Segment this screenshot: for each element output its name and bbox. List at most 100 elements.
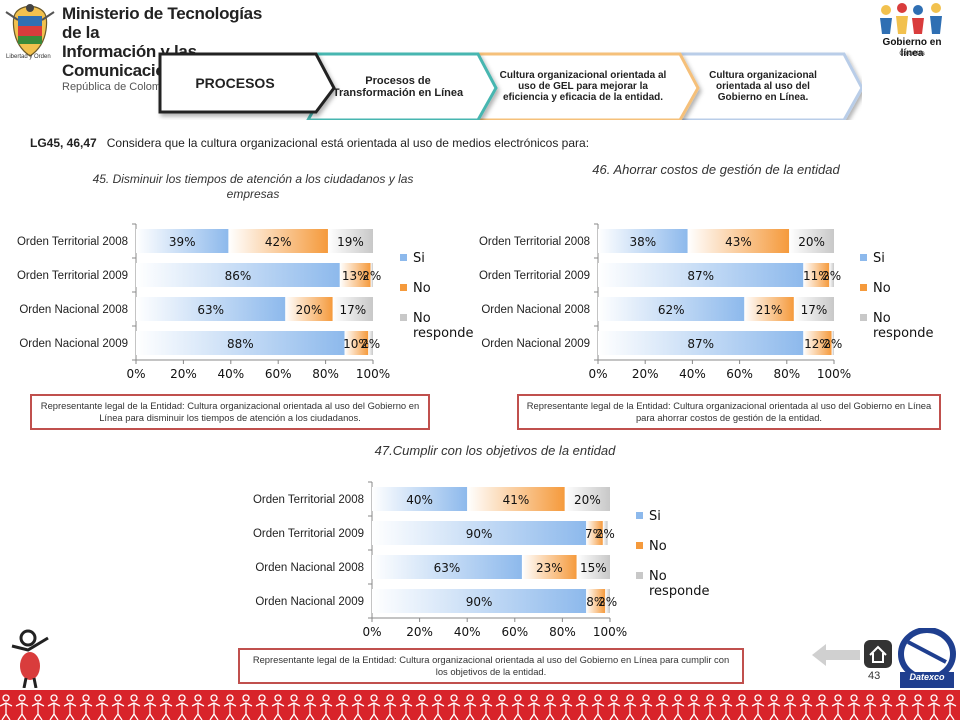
footer-figure-body [79, 702, 93, 720]
data-label: 2% [361, 337, 380, 351]
footer-figure-body [591, 702, 605, 720]
footer-figure-body [799, 702, 813, 720]
category-label: Orden Nacional 2009 [481, 338, 590, 350]
chart-46-note: Representante legal de la Entidad: Cultu… [517, 394, 941, 430]
bar-si [598, 297, 745, 321]
bar-si [372, 487, 468, 511]
footer-figure-head [338, 694, 346, 702]
footer-figure-body [511, 702, 525, 720]
footer-figure-head [226, 694, 234, 702]
bar-no [744, 297, 794, 321]
data-label: 2% [823, 337, 842, 351]
footer-figure-body [687, 702, 701, 720]
data-label: 88% [227, 337, 254, 351]
legend-label: No [413, 311, 431, 326]
footer-figure-body [607, 702, 621, 720]
footer-figure-head [850, 694, 858, 702]
footer-decorative-band [0, 690, 960, 720]
gobierno-en-linea-logo [880, 3, 942, 34]
back-arrow-icon[interactable] [812, 644, 860, 666]
footer-figure-body [15, 702, 29, 720]
bar-si [598, 331, 804, 355]
data-label: 21% [756, 303, 783, 317]
footer-figure-head [290, 694, 298, 702]
chart-45-title: 45. Disminuir los tiempos de atención a … [92, 172, 414, 201]
bar-si [372, 555, 522, 579]
data-label: 43% [725, 235, 752, 249]
x-tick-label: 100% [356, 367, 390, 381]
footer-figure-body [47, 702, 61, 720]
footer-figure-body [623, 702, 637, 720]
breadcrumb-step-procesos[interactable]: PROCESOS [195, 75, 275, 91]
footer-figure-body [287, 702, 301, 720]
data-label: 39% [169, 235, 196, 249]
bar-nr [602, 521, 608, 545]
footer-figure-body [271, 702, 285, 720]
footer-figure-body [335, 702, 349, 720]
data-label: 12% [804, 337, 831, 351]
footer-figure-head [754, 694, 762, 702]
footer-figure-head [578, 694, 586, 702]
x-tick-label: 60% [726, 367, 753, 381]
data-label: 20% [798, 235, 825, 249]
breadcrumb-step-cultura-gobierno[interactable]: Cultura organizacional orientada al uso … [709, 69, 817, 103]
legend-label: Si [649, 509, 661, 524]
bar-no [344, 331, 369, 355]
footer-figure-head [418, 694, 426, 702]
footer-figure-head [738, 694, 746, 702]
breadcrumb-step-transformacion[interactable]: Procesos de Transformación en Línea [332, 75, 464, 99]
footer-figure-body [543, 702, 557, 720]
x-tick-label: 60% [501, 625, 528, 639]
legend-swatch-no [860, 284, 867, 291]
footer-figure-body [0, 702, 13, 720]
footer-figure-body [415, 702, 429, 720]
legend-label: No [873, 311, 891, 326]
bar-no [803, 263, 830, 287]
data-label: 2% [598, 595, 617, 609]
footer-figure-body [319, 702, 333, 720]
footer-figure-head [50, 694, 58, 702]
x-tick-label: 0% [362, 625, 381, 639]
footer-figure-head [610, 694, 618, 702]
x-tick-label: 20% [632, 367, 659, 381]
data-label: 2% [822, 269, 841, 283]
bar-nr [831, 331, 834, 355]
footer-figure-body [911, 702, 925, 720]
data-label: 86% [225, 269, 252, 283]
bar-no [521, 555, 577, 579]
category-label: Orden Nacional 2008 [19, 304, 128, 316]
home-icon[interactable] [864, 640, 892, 668]
category-label: Orden Nacional 2009 [255, 596, 364, 608]
bar-no [687, 229, 790, 253]
footer-figure-head [722, 694, 730, 702]
gel-logo-sub: Colombia [899, 51, 925, 57]
data-label: 62% [658, 303, 685, 317]
footer-figure-body [255, 702, 269, 720]
footer-band-bg [0, 690, 960, 720]
footer-figure-body [351, 702, 365, 720]
x-tick-label: 80% [549, 625, 576, 639]
legend-swatch-si [860, 254, 867, 261]
footer-figure-body [143, 702, 157, 720]
bar-si [136, 331, 345, 355]
category-label: Orden Territorial 2009 [253, 528, 364, 540]
category-label: Orden Territorial 2008 [479, 236, 590, 248]
legend-label: Si [873, 251, 885, 266]
mascot-figure-icon [11, 629, 49, 688]
bar-si [136, 229, 229, 253]
bar-si [598, 263, 804, 287]
footer-figure-head [66, 694, 74, 702]
footer-figure-head [674, 694, 682, 702]
footer-figure-head [802, 694, 810, 702]
data-label: 90% [466, 527, 493, 541]
footer-figure-head [946, 694, 954, 702]
legend-label: responde [649, 584, 710, 599]
breadcrumb-step-cultura-gel[interactable]: Cultura organizacional orientada al uso … [499, 69, 667, 103]
ministry-line3: República de Colombia [62, 81, 176, 93]
data-label: 17% [340, 303, 367, 317]
chart-46: Orden Territorial 2008 38% 43% 20% Orden Ter… [479, 223, 934, 381]
footer-figure-body [863, 702, 877, 720]
footer-figure-body [783, 702, 797, 720]
footer-figure-head [354, 694, 362, 702]
footer-figure-body [879, 702, 893, 720]
